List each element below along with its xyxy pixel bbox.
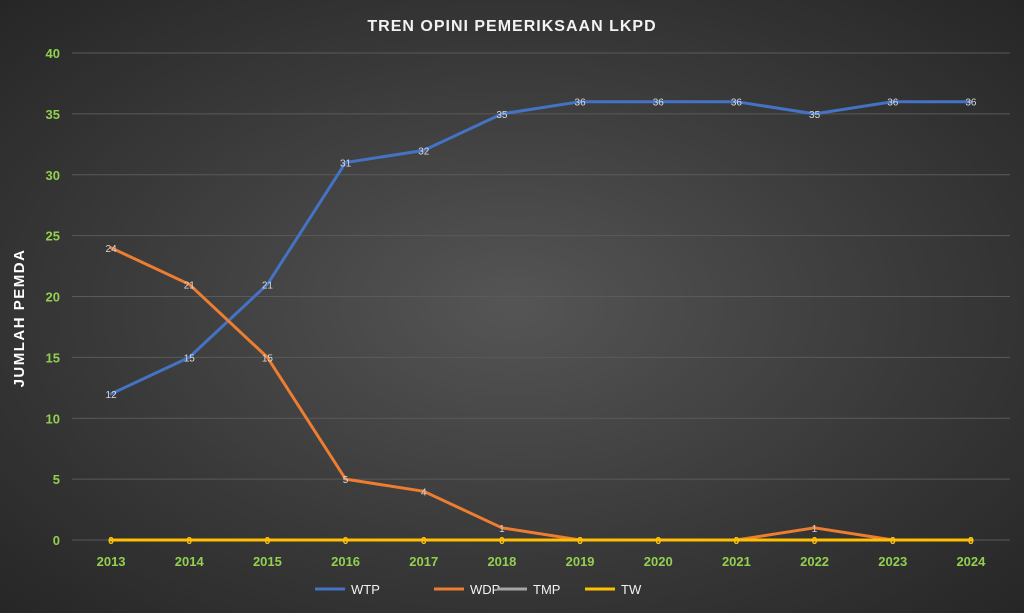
data-label-wdp: 5 <box>343 475 349 486</box>
data-label-tw: 0 <box>499 536 505 547</box>
data-label-wtp: 31 <box>340 159 352 170</box>
data-label-tmp: 0 <box>265 536 271 547</box>
data-label-tw: 0 <box>577 536 583 547</box>
data-label-wtp: 36 <box>887 98 899 109</box>
data-label-tw: 0 <box>734 536 740 547</box>
data-label-tw: 0 <box>812 536 818 547</box>
series-line-wtp <box>109 100 973 396</box>
data-label-tmp: 0 <box>577 536 583 547</box>
x-tick-label: 2018 <box>487 554 516 569</box>
x-tick-label: 2015 <box>253 554 282 569</box>
data-label-tmp: 0 <box>890 536 896 547</box>
data-label-tmp: 0 <box>812 536 818 547</box>
x-tick-label: 2023 <box>878 554 907 569</box>
data-label-wtp: 32 <box>418 146 430 157</box>
series-lines <box>109 100 973 542</box>
x-axis-ticks: 2013 2014 2015 2016 2017 2018 2019 2020 2021 2022… <box>97 554 987 569</box>
data-label-wtp: 35 <box>809 110 821 121</box>
data-label-tw: 0 <box>655 536 661 547</box>
data-label-wdp: 24 <box>106 244 118 255</box>
chart-title: TREN OPINI PEMERIKSAAN LKPD <box>367 18 656 35</box>
data-label-tmp: 0 <box>968 536 974 547</box>
data-label-tmp: 0 <box>421 536 427 547</box>
data-label-wtp: 35 <box>496 110 508 121</box>
data-label-tmp: 0 <box>343 536 349 547</box>
y-tick-label: 40 <box>46 46 60 61</box>
y-tick-label: 30 <box>46 168 60 183</box>
data-label-tw: 0 <box>343 536 349 547</box>
data-label-tw: 0 <box>265 536 271 547</box>
data-label-wtp: 36 <box>965 98 977 109</box>
x-tick-label: 2016 <box>331 554 360 569</box>
x-tick-label: 2021 <box>722 554 751 569</box>
x-tick-label: 2014 <box>175 554 205 569</box>
data-label-tmp: 0 <box>108 536 114 547</box>
legend-label-wtp: WTP <box>351 582 380 597</box>
data-label-tmp: 0 <box>186 536 192 547</box>
data-label-wdp: 0 <box>968 536 974 547</box>
data-label-wdp: 1 <box>499 524 505 535</box>
x-tick-label: 2024 <box>956 554 986 569</box>
x-tick-label: 2013 <box>97 554 126 569</box>
y-tick-label: 20 <box>46 290 60 305</box>
legend: WTP WDP TMP TW <box>315 582 642 597</box>
data-label-wdp: 15 <box>262 353 274 364</box>
y-tick-label: 5 <box>53 472 60 487</box>
data-label-wdp: 4 <box>421 487 427 498</box>
data-label-wtp: 36 <box>653 98 665 109</box>
y-tick-label: 10 <box>46 411 60 426</box>
data-label-tmp: 0 <box>655 536 661 547</box>
legend-label-wdp: WDP <box>470 582 500 597</box>
y-axis-ticks: 0 5 10 15 20 25 30 35 40 <box>46 46 60 548</box>
data-label-tmp: 0 <box>499 536 505 547</box>
x-tick-label: 2022 <box>800 554 829 569</box>
data-label-wtp: 21 <box>262 280 274 291</box>
y-axis-title: JUMLAH PEMDA <box>11 249 28 388</box>
data-label-tw: 0 <box>968 536 974 547</box>
y-tick-label: 0 <box>53 533 60 548</box>
data-label-tmp: 0 <box>734 536 740 547</box>
data-label-wdp: 0 <box>734 536 740 547</box>
data-label-wdp: 0 <box>655 536 661 547</box>
data-label-wtp: 15 <box>184 353 196 364</box>
y-tick-label: 15 <box>46 350 60 365</box>
data-label-wtp: 12 <box>106 390 118 401</box>
x-tick-label: 2019 <box>566 554 595 569</box>
gridlines <box>72 52 1010 541</box>
data-label-wdp: 0 <box>890 536 896 547</box>
data-label-wtp: 36 <box>731 98 743 109</box>
data-label-wdp: 0 <box>577 536 583 547</box>
data-label-tw: 0 <box>186 536 192 547</box>
x-tick-label: 2017 <box>409 554 438 569</box>
y-tick-label: 35 <box>46 107 60 122</box>
x-tick-label: 2020 <box>644 554 673 569</box>
legend-label-tmp: TMP <box>533 582 560 597</box>
data-label-wdp: 1 <box>812 524 818 535</box>
data-label-tw: 0 <box>890 536 896 547</box>
series-line-wdp <box>109 246 973 542</box>
data-label-tw: 0 <box>421 536 427 547</box>
y-tick-label: 25 <box>46 229 60 244</box>
data-label-wtp: 36 <box>575 98 587 109</box>
legend-label-tw: TW <box>621 582 642 597</box>
data-label-tw: 0 <box>108 536 114 547</box>
data-label-wdp: 21 <box>184 280 196 291</box>
